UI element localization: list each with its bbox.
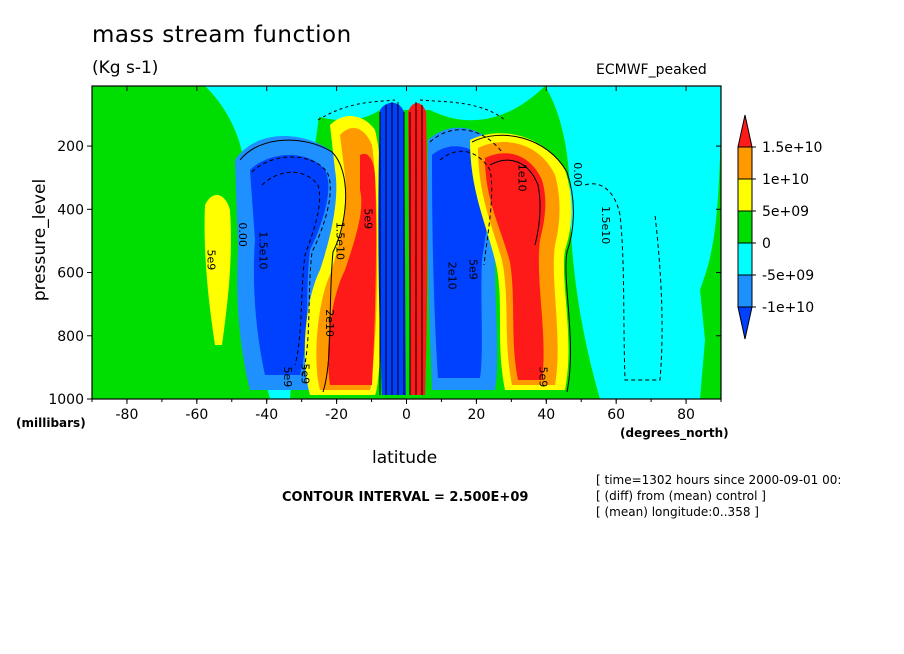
contour-label: 2e10: [445, 262, 458, 290]
x-tick-label: 20: [467, 407, 485, 423]
colorbar-label: 5e+09: [762, 204, 809, 220]
contour-label: 5e9: [299, 363, 312, 384]
y-axis: 200 400 600 800 1000: [48, 139, 721, 408]
contour-label: 1.5e10: [257, 231, 270, 269]
x-tick-label: 80: [677, 407, 695, 423]
colorbar-top-arrow: [737, 114, 753, 148]
contour-label: 1.5e10: [599, 206, 612, 244]
y-tick-label: 600: [57, 266, 84, 282]
y-tick-label: 400: [57, 202, 84, 218]
dataset-label: ECMWF_peaked: [596, 62, 707, 78]
colorbar-label: 0: [762, 236, 771, 252]
colorbar-swatch: [737, 210, 753, 244]
chart-units: (Kg s-1): [92, 58, 159, 78]
y-tick-label: 200: [57, 139, 84, 155]
x-tick-label: 40: [537, 407, 555, 423]
y-axis-label: pressure_level: [30, 178, 50, 302]
colorbar-label: -5e+09: [762, 268, 814, 284]
field-cyan-top: [270, 86, 545, 121]
sh-outer-yellow: [204, 194, 231, 345]
colorbar-label: -1e+10: [762, 300, 814, 316]
colorbar-bottom-arrow: [737, 306, 753, 340]
x-tick-label: -80: [116, 407, 139, 423]
colorbar: 1.5e+10 1e+10 5e+09 0 -5e+09 -1e+10: [737, 114, 822, 340]
nh-pos-red: [485, 153, 546, 380]
x-tick-label: 60: [607, 407, 625, 423]
y-axis-units: (millibars): [16, 416, 86, 430]
contour-label: 1e10: [515, 164, 528, 192]
contour-label: 0.00: [571, 162, 584, 187]
contour-label: 5e9: [281, 366, 294, 387]
colorbar-swatch: [737, 178, 753, 212]
contour-label: 5e9: [536, 366, 549, 387]
metadata-block: [ time=1302 hours since 2000-09-01 00: […: [596, 472, 841, 520]
y-tick-label: 800: [57, 329, 84, 345]
contour-interval: CONTOUR INTERVAL = 2.500E+09: [282, 490, 529, 505]
x-tick-label: 0: [402, 407, 411, 423]
x-tick-label: -40: [255, 407, 278, 423]
colorbar-swatch: [737, 274, 753, 308]
eq-red: [408, 103, 428, 395]
x-tick-label: -60: [185, 407, 208, 423]
contour-label: 0.00: [236, 222, 249, 247]
contour-label: 2e10: [323, 309, 336, 337]
meta-line: [ time=1302 hours since 2000-09-01 00:: [596, 473, 842, 487]
sh-cell-blue-core: [250, 155, 329, 375]
x-axis: -80 -60 -40 -20 0 20 40 60 80: [91, 86, 722, 423]
field-cyan-north: [545, 86, 721, 399]
chart-title: mass stream function: [92, 22, 352, 48]
meta-line: [ (diff) from (mean) control ]: [596, 489, 766, 503]
contour-label: 5e9: [466, 259, 479, 280]
contour-label: 1.5e10: [334, 222, 347, 260]
colorbar-swatch: [737, 146, 753, 180]
x-axis-units: (degrees_north): [620, 426, 729, 440]
nh-cell-blue-core: [432, 146, 491, 378]
colorbar-label: 1.5e+10: [762, 140, 822, 156]
sh-pos-red: [328, 153, 377, 385]
contour-label: 5e9: [362, 208, 375, 229]
colorbar-label: 1e+10: [762, 172, 809, 188]
x-axis-label: latitude: [372, 448, 438, 468]
x-tick-label: -20: [325, 407, 348, 423]
plot-area: [92, 86, 721, 399]
y-tick-label: 1000: [48, 392, 84, 408]
meta-line: [ (mean) longitude:0..358 ]: [596, 505, 759, 519]
contour-label: 5e9: [204, 250, 217, 271]
colorbar-swatch: [737, 242, 753, 276]
